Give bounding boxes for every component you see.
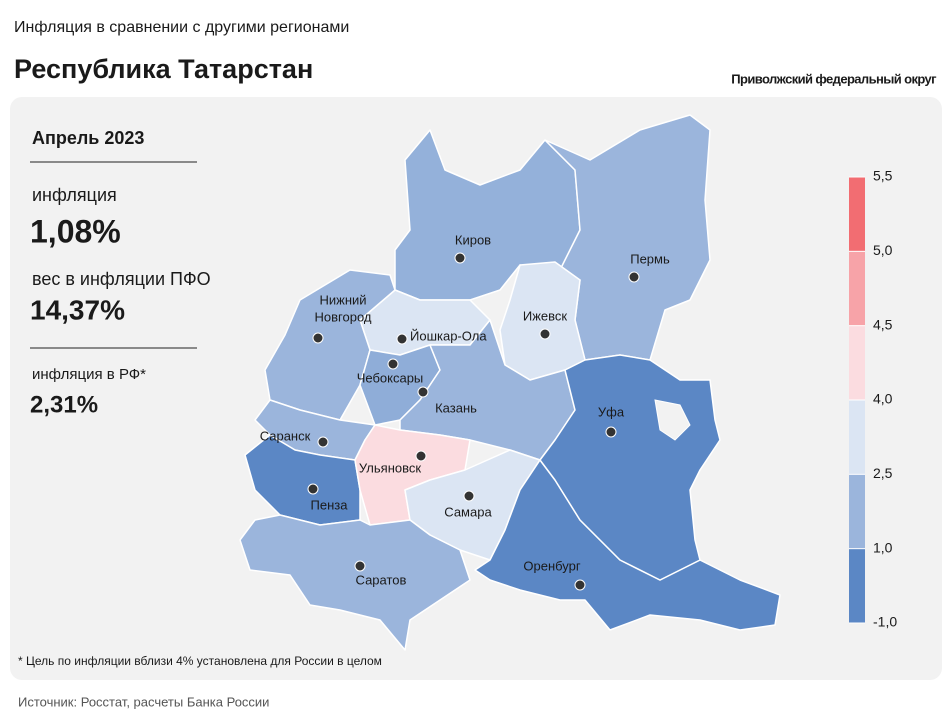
city-dot — [396, 333, 408, 345]
legend-band — [849, 474, 865, 549]
city-label: Уфа — [598, 404, 625, 419]
cities: Киров Пермь Ижевск Йошкар-Ола Нижний Новгород… — [260, 232, 670, 591]
city-dot — [463, 490, 475, 502]
city-dot — [307, 483, 319, 495]
district: Приволжский федеральный округ — [731, 71, 937, 86]
legend-tick-label: 5,5 — [873, 168, 893, 184]
inflation-value: 1,08% — [30, 213, 121, 249]
footnote: * Цель по инфляции вблизи 4% установлена… — [18, 654, 382, 668]
city-dot — [354, 560, 366, 572]
legend-band — [849, 400, 865, 475]
city-label: Новгород — [315, 309, 372, 324]
city-dot — [605, 426, 617, 438]
city-dot — [417, 386, 429, 398]
map — [239, 114, 781, 651]
region — [239, 514, 471, 651]
city-label: Самара — [444, 504, 492, 519]
legend-tick-label: 4,5 — [873, 316, 893, 332]
rf-label: инфляция в РФ* — [32, 366, 146, 383]
city-label: Пермь — [630, 251, 670, 266]
legend-band — [849, 177, 865, 252]
legend-tick-label: -1,0 — [873, 614, 897, 630]
legend-band — [849, 251, 865, 326]
city-label: Пенза — [311, 497, 349, 512]
source: Источник: Росстат, расчеты Банка России — [18, 694, 269, 709]
rf-value: 2,31% — [30, 391, 98, 418]
city-label: Оренбург — [523, 558, 580, 573]
city-label: Саратов — [356, 572, 407, 587]
city-label: Киров — [455, 232, 491, 247]
city-dot — [317, 436, 329, 448]
city-label: Ульяновск — [359, 460, 421, 475]
city-label: Нижний — [319, 292, 366, 307]
legend-band — [849, 325, 865, 400]
city-dot — [628, 271, 640, 283]
city-label: Ижевск — [523, 308, 568, 323]
period: Апрель 2023 — [32, 128, 144, 148]
title: Республика Татарстан — [14, 54, 313, 84]
city-dot — [539, 328, 551, 340]
legend-tick-label: 1,0 — [873, 539, 893, 555]
city-label: Чебоксары — [357, 370, 424, 385]
inflation-label: инфляция — [32, 185, 117, 205]
enclave — [654, 399, 691, 441]
city-dot — [574, 579, 586, 591]
legend-tick-label: 5,0 — [873, 242, 893, 258]
city-label: Саранск — [260, 428, 311, 443]
subtitle: Инфляция в сравнении с другими регионами — [14, 19, 349, 36]
city-dot — [415, 450, 427, 462]
legend: -1,0 1,0 2,5 4,0 4,5 5,0 5,5 — [849, 168, 897, 630]
city-label: Йошкар-Ола — [410, 328, 487, 343]
weight-value: 14,37% — [30, 294, 125, 325]
legend-band — [849, 548, 865, 623]
city-dot — [387, 358, 399, 370]
city-dot — [312, 332, 324, 344]
legend-tick-label: 4,0 — [873, 391, 893, 407]
city-dot — [454, 252, 466, 264]
legend-tick-label: 2,5 — [873, 465, 893, 481]
weight-label: вес в инфляции ПФО — [32, 269, 211, 289]
city-label: Казань — [435, 400, 477, 415]
